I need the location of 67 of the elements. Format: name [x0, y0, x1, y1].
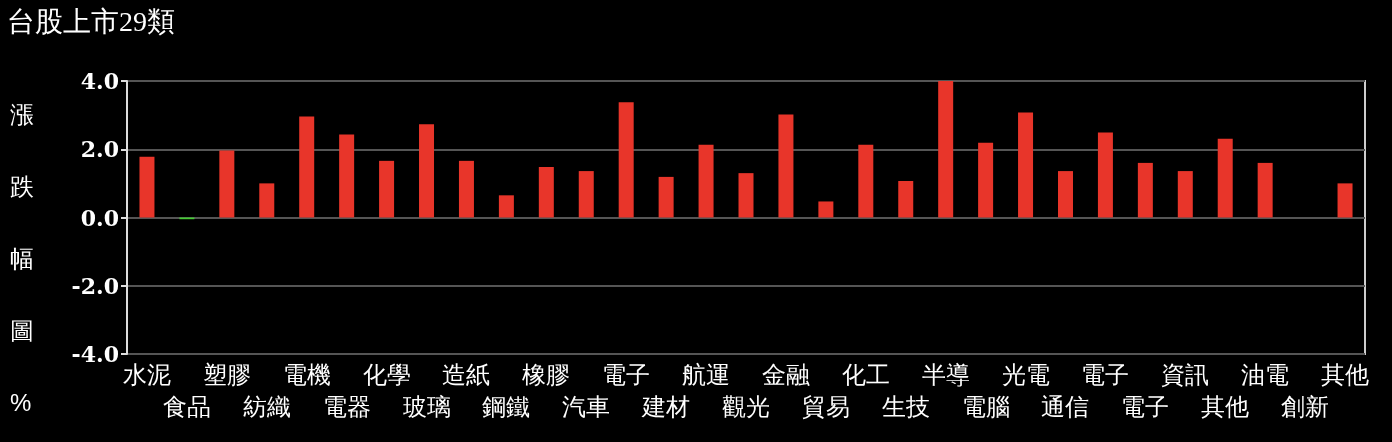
- x-tick-label: 貿易: [801, 392, 850, 420]
- x-tick-label: 電機: [282, 360, 331, 388]
- x-tick-label: 資訊: [1161, 360, 1210, 388]
- bar: [139, 156, 155, 218]
- x-tick-label: 食品: [162, 392, 211, 420]
- x-tick-label: 電子: [602, 360, 651, 388]
- bar: [1257, 162, 1273, 218]
- bar: [458, 160, 474, 218]
- x-tick-label: 半導: [921, 360, 970, 388]
- x-tick-label: 紡織: [242, 392, 291, 420]
- x-tick-label: 造紙: [442, 360, 491, 388]
- x-tick-label: 建材: [641, 392, 691, 420]
- y-tick-label: 4.0: [80, 68, 119, 94]
- bar: [538, 167, 554, 218]
- bar: [858, 144, 874, 218]
- bar: [778, 114, 794, 218]
- x-tick-label: 其他: [1321, 360, 1370, 388]
- x-tick-label: 汽車: [562, 392, 611, 420]
- bar: [379, 160, 395, 218]
- bar: [498, 195, 514, 218]
- x-tick-label: 油電: [1241, 360, 1290, 388]
- bar: [818, 201, 834, 218]
- x-tick-label: 生技: [881, 392, 930, 420]
- text: 漲跌幅圖%: [10, 100, 34, 416]
- bar: [1337, 183, 1353, 218]
- x-tick-label: 電腦: [961, 392, 1010, 420]
- x-tick-label: 通信: [1041, 392, 1090, 420]
- bar: [698, 144, 714, 218]
- bar: [898, 180, 914, 218]
- bar: [1018, 112, 1034, 218]
- y-tick-label: -2.0: [71, 272, 119, 299]
- bar: [618, 102, 634, 218]
- bar: [299, 116, 315, 218]
- y-tick-label: 0.0: [80, 204, 119, 231]
- x-tick-label: 鋼鐵: [482, 392, 531, 420]
- x-tick-label: 玻璃: [402, 392, 451, 420]
- y-tick-label: -4.0: [71, 341, 119, 367]
- x-tick-label: 化工: [841, 360, 890, 388]
- x-tick-label: 塑膠: [202, 360, 251, 388]
- y-tick-label: 2.0: [80, 136, 119, 163]
- bar: [1137, 162, 1153, 218]
- x-tick-label: 電器: [322, 392, 371, 420]
- x-tick-label: 金融: [761, 360, 810, 388]
- bar: [938, 81, 954, 218]
- x-tick-label: 化學: [362, 360, 411, 388]
- bar: [219, 150, 235, 218]
- chart-title: 台股上市29類: [7, 5, 175, 37]
- bar: [1177, 171, 1193, 218]
- x-tick-label: 電子: [1081, 360, 1130, 388]
- bar: [419, 124, 435, 218]
- bar: [259, 183, 275, 218]
- bar: [1217, 138, 1233, 218]
- x-tick-label: 光電: [1001, 360, 1050, 388]
- bar: [339, 134, 355, 218]
- bar: [658, 176, 674, 218]
- x-tick-label: 航運: [682, 360, 731, 388]
- x-tick-label: 水泥: [122, 360, 171, 388]
- x-tick-label: 其他: [1201, 392, 1250, 420]
- x-tick-label: 觀光: [722, 392, 770, 420]
- bar: [978, 142, 994, 218]
- bar: [1057, 171, 1073, 218]
- bar: [738, 173, 754, 218]
- bar: [1097, 132, 1113, 218]
- x-tick-label: 橡膠: [522, 360, 571, 388]
- x-tick-label: 電子: [1121, 392, 1170, 420]
- bar: [578, 171, 594, 218]
- x-tick-label: 創新: [1281, 392, 1330, 420]
